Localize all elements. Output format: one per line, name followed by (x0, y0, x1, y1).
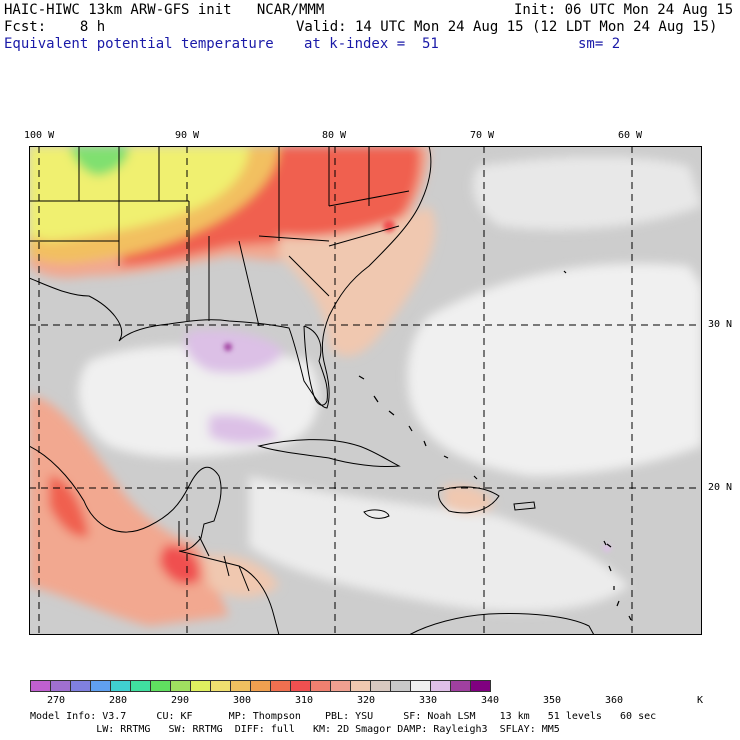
colorbar-swatch (210, 680, 231, 692)
colorbar-swatch (270, 680, 291, 692)
colorbar (30, 680, 491, 692)
model-title: HAIC-HIWC 13km ARW-GFS init NCAR/MMM (4, 2, 325, 18)
theta-e-map (29, 146, 702, 635)
colorbar-swatch (70, 680, 91, 692)
colorbar-label: 320 (357, 695, 376, 706)
init-time: Init: 06 UTC Mon 24 Aug 15 (514, 2, 734, 18)
colorbar-swatch (410, 680, 431, 692)
colorbar-swatch (350, 680, 371, 692)
field-pink-honduras (204, 555, 279, 598)
field-pink-coast (279, 206, 436, 357)
coast-puerto-rico (513, 501, 536, 511)
k-index-label: at k-index = 51 (304, 36, 439, 52)
colorbar-swatch (110, 680, 131, 692)
colorbar-swatch (330, 680, 351, 692)
coast-south-america (408, 613, 595, 635)
coast-jamaica (363, 509, 390, 519)
colorbar-label: 340 (481, 695, 500, 706)
forecast-hour: Fcst: 8 h (4, 19, 106, 35)
model-info-line2: LW: RRTMG SW: RRTMG DIFF: full KM: 2D Sm… (30, 724, 560, 735)
field-lavender-gulf (185, 329, 284, 373)
field-red-guatemala (159, 545, 200, 585)
coast-hispaniola (438, 486, 500, 514)
model-info-line1: Model Info: V3.7 CU: KF MP: Thompson PBL… (30, 711, 657, 722)
field-lavender-gulf2 (209, 414, 279, 444)
lon-label-90w: 90 W (175, 130, 200, 141)
colorbar-swatch (150, 680, 171, 692)
field-red-mexico (49, 476, 89, 537)
colorbar-label: 300 (233, 695, 252, 706)
field-white-caribbean (249, 476, 629, 612)
colorbar-swatch (450, 680, 471, 692)
colorbar-swatch (310, 680, 331, 692)
colorbar-swatch (230, 680, 251, 692)
lon-label-80w: 80 W (322, 130, 347, 141)
lon-label-70w: 70 W (470, 130, 495, 141)
colorbar-swatch (370, 680, 391, 692)
coast-mexico (29, 445, 222, 552)
lon-label-60w: 60 W (618, 130, 643, 141)
colorbar-swatch (190, 680, 211, 692)
colorbar-swatch (50, 680, 71, 692)
coast-florida (303, 325, 328, 406)
colorbar-swatch (390, 680, 411, 692)
colorbar-swatch (90, 680, 111, 692)
colorbar-label: 310 (295, 695, 314, 706)
colorbar-label: 270 (47, 695, 66, 706)
colorbar-swatch (170, 680, 191, 692)
field-name: Equivalent potential temperature (4, 36, 274, 52)
colorbar-label: 360 (605, 695, 624, 706)
field-white-atlantic (407, 263, 702, 476)
field-yellow-north (29, 146, 249, 241)
colorbar-label: 280 (109, 695, 128, 706)
colorbar-swatch (470, 680, 491, 692)
colorbar-label: 290 (171, 695, 190, 706)
colorbar-label: 350 (543, 695, 562, 706)
field-pink-hispaniola (444, 484, 494, 514)
coast-cuba (257, 439, 401, 467)
colorbar-label: 330 (419, 695, 438, 706)
colorbar-swatch (30, 680, 51, 692)
colorbar-swatch (130, 680, 151, 692)
smoothing-label: sm= 2 (578, 36, 621, 52)
lat-label-20n: 20 N (708, 482, 733, 493)
colorbar-unit: K (697, 695, 704, 706)
colorbar-swatch (290, 680, 311, 692)
lon-label-100w: 100 W (24, 130, 55, 141)
coast-gulf-us (29, 146, 432, 409)
field-white-ne (473, 156, 702, 230)
lat-label-30n: 30 N (708, 319, 733, 330)
valid-time: Valid: 14 UTC Mon 24 Aug 15 (12 LDT Mon … (296, 19, 718, 35)
field-green-north (69, 146, 129, 176)
colorbar-swatch (250, 680, 271, 692)
colorbar-swatch (430, 680, 451, 692)
